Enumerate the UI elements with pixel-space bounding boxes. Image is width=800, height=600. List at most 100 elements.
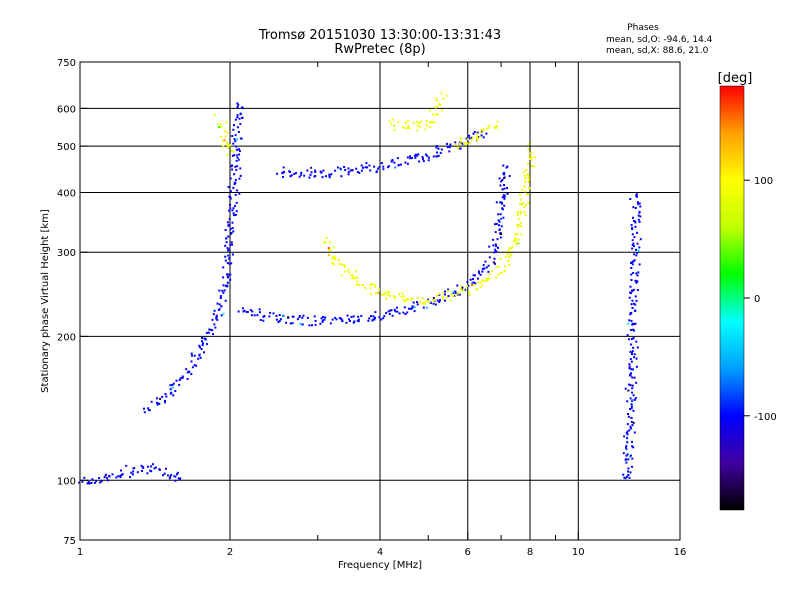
data-point: [495, 276, 498, 279]
data-point: [423, 301, 426, 304]
data-point: [407, 125, 410, 128]
data-point: [481, 268, 484, 271]
data-point: [402, 298, 405, 301]
data-point: [281, 172, 284, 174]
data-point: [236, 138, 239, 141]
data-point: [426, 299, 429, 302]
data-point: [302, 314, 305, 317]
data-point: [185, 368, 188, 371]
data-point: [249, 309, 252, 312]
data-point: [406, 156, 409, 159]
data-point: [500, 271, 503, 274]
data-point: [513, 240, 516, 243]
data-point: [635, 299, 638, 302]
data-point: [416, 120, 419, 123]
data-point: [639, 238, 642, 241]
data-point: [170, 391, 173, 394]
data-point: [238, 148, 241, 151]
data-point: [332, 255, 335, 258]
data-point: [330, 173, 333, 176]
data-point: [455, 294, 457, 297]
data-point: [501, 179, 504, 181]
data-point: [627, 413, 629, 415]
data-point: [190, 360, 193, 363]
data-point: [488, 124, 491, 127]
data-point: [625, 448, 628, 451]
data-point: [471, 136, 474, 139]
data-point: [224, 229, 227, 231]
data-point: [629, 425, 632, 428]
data-point: [466, 142, 469, 145]
data-point: [289, 322, 292, 325]
data-point: [507, 260, 510, 262]
data-point: [149, 469, 152, 472]
data-point: [220, 126, 223, 129]
data-point: [298, 316, 301, 318]
data-point: [331, 261, 334, 264]
data-point: [434, 106, 437, 109]
data-point: [222, 291, 225, 294]
data-point: [231, 253, 234, 256]
data-point: [236, 156, 239, 159]
data-point: [412, 122, 415, 125]
data-point: [403, 306, 406, 309]
data-point: [372, 315, 375, 318]
colorbar: [719, 85, 745, 511]
data-point: [335, 318, 338, 321]
data-point: [466, 138, 469, 141]
data-point: [457, 146, 459, 149]
data-point: [268, 315, 271, 318]
data-point: [334, 258, 337, 261]
data-point: [416, 129, 419, 132]
data-point: [351, 169, 354, 172]
data-point: [213, 309, 216, 312]
data-point: [354, 270, 357, 273]
data-point: [393, 308, 396, 311]
data-point: [427, 156, 430, 159]
data-point: [472, 281, 475, 284]
data-point: [529, 158, 532, 160]
data-point: [349, 320, 351, 322]
data-point: [224, 259, 227, 262]
data-point: [461, 286, 464, 289]
data-point: [416, 154, 419, 157]
data-point: [343, 166, 346, 168]
data-point: [629, 471, 632, 474]
data-point: [519, 225, 522, 227]
data-point: [630, 303, 633, 306]
data-point: [631, 387, 634, 390]
data-point: [230, 262, 233, 265]
data-point: [388, 313, 391, 315]
data-point: [465, 285, 468, 287]
data-point: [501, 202, 504, 205]
data-point: [253, 314, 256, 317]
data-point: [530, 158, 533, 161]
data-point: [340, 263, 343, 266]
data-point: [338, 263, 341, 266]
data-point: [477, 270, 480, 273]
data-point: [444, 299, 446, 302]
data-point: [108, 475, 111, 478]
data-point: [229, 278, 232, 281]
data-point: [132, 470, 135, 473]
data-point: [454, 143, 457, 146]
data-point: [470, 138, 473, 141]
data-point: [226, 131, 229, 134]
phase-info-title: Phases: [627, 23, 659, 33]
x-axis-ticks: 1 2 4 6 8 10 16: [77, 62, 686, 558]
data-point: [627, 338, 630, 341]
y-tick-label: 500: [57, 142, 76, 153]
data-point: [435, 146, 438, 149]
data-point: [630, 372, 632, 375]
data-point: [461, 289, 463, 292]
data-point: [409, 155, 412, 158]
data-point: [520, 203, 523, 206]
y-tick-label: 400: [57, 188, 76, 199]
data-point: [236, 114, 239, 117]
data-point: [459, 147, 462, 150]
data-point: [631, 307, 634, 309]
data-point: [370, 293, 373, 296]
data-point: [373, 318, 376, 321]
data-point: [635, 357, 638, 360]
data-point: [524, 214, 527, 217]
